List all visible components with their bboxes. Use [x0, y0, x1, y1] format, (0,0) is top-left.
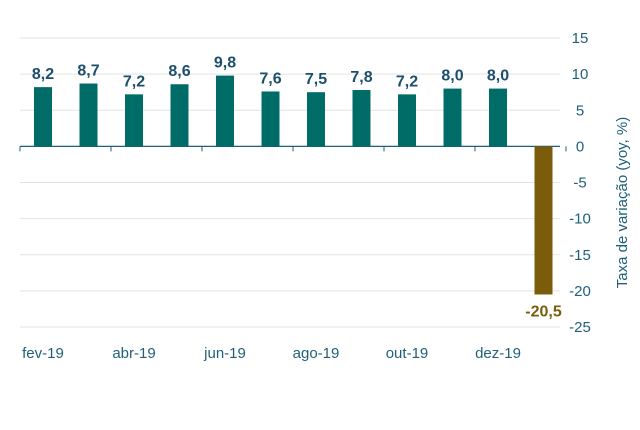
data-label-abr-19: 7,2	[123, 73, 145, 90]
y-tick-label: -25	[569, 319, 591, 336]
bar-mar-19	[79, 83, 98, 147]
tick-labels: 15 10 5 0 -5 -10 -15 -20 -25 fev-19 abr-19 jun-19 ag…	[22, 30, 591, 362]
bar-jul-19	[261, 91, 280, 147]
bar-dez-19	[489, 88, 507, 147]
x-tick-label: out-19	[386, 345, 429, 362]
gridlines	[20, 37, 560, 328]
data-label-fev-19: 8,2	[32, 66, 54, 83]
data-label-out-19: 7,2	[396, 73, 418, 90]
bar-jan-20	[534, 146, 553, 295]
bar-jun-19	[216, 75, 234, 147]
bars	[34, 75, 553, 295]
bar-out-19	[398, 94, 416, 147]
y-tick-label: -10	[569, 211, 591, 228]
y-tick-label: 0	[576, 138, 584, 155]
x-tick-label: dez-19	[475, 345, 521, 362]
data-label-nov-19: 8,0	[441, 68, 463, 85]
y-tick-label: 15	[572, 30, 589, 47]
x-tick-label: fev-19	[22, 345, 64, 362]
data-label-dez-19: 8,0	[487, 68, 509, 85]
bar-set-19	[352, 90, 371, 147]
data-label-jun-19: 9,8	[214, 55, 236, 72]
y-tick-label: -20	[569, 283, 591, 300]
y-axis-title: Taxa de variação (yoy, %)	[614, 117, 631, 288]
y-tick-label: 10	[572, 66, 589, 83]
bar-nov-19	[443, 88, 462, 147]
x-tick-label: abr-19	[112, 345, 155, 362]
x-tick-label: ago-19	[293, 345, 340, 362]
data-label-mar-19: 8,7	[77, 63, 99, 80]
data-label-set-19: 7,8	[350, 69, 372, 86]
y-tick-label: 5	[576, 102, 584, 119]
x-tick-label: jun-19	[203, 345, 246, 362]
y-tick-label: -5	[573, 175, 586, 192]
axes	[19, 145, 567, 152]
bar-abr-19	[125, 94, 143, 147]
bar-ago-19	[307, 92, 325, 147]
bar-mai-19	[170, 84, 189, 147]
data-label-mai-19: 8,6	[168, 63, 190, 80]
data-label-jan-20: -20,5	[525, 303, 562, 320]
data-label-ago-19: 7,5	[305, 71, 327, 88]
data-label-jul-19: 7,6	[259, 70, 281, 87]
data-labels: 8,2 8,7 7,2 8,6 9,8 7,6 7,5 7,8 7,2 8,0 8,0 -20,5	[32, 55, 562, 321]
bar-fev-19	[34, 87, 52, 147]
y-tick-label: -15	[569, 247, 591, 264]
